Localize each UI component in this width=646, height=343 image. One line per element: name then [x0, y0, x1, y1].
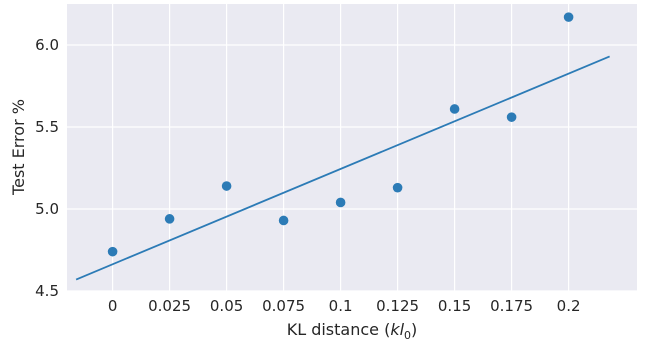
x-tick-labels: 0 0.025 0.05 0.075 0.1 0.125 0.15 0.175 0.2 [108, 297, 581, 315]
x-tick-label: 0.1 [329, 297, 353, 315]
grid-lines [67, 4, 637, 292]
y-tick-label: 5.0 [35, 200, 59, 218]
regression-line [75, 55, 610, 281]
y-tick-label: 6.0 [35, 36, 59, 54]
x-tick-label: 0.125 [376, 297, 419, 315]
data-point [221, 181, 232, 191]
y-axis-label: Test Error % [9, 99, 28, 196]
data-point [392, 182, 403, 193]
x-tick-label: 0.075 [262, 297, 305, 315]
x-tick-label: 0.2 [557, 297, 581, 315]
points-layer [107, 12, 574, 257]
x-tick-label: 0.175 [490, 297, 533, 315]
fit-line-layer [75, 55, 610, 281]
data-point [506, 112, 517, 122]
data-point [335, 197, 346, 208]
y-tick-label: 5.5 [35, 118, 59, 136]
x-axis-label: KL distance (kl0) [287, 320, 418, 342]
data-point [278, 215, 289, 226]
data-point [107, 246, 118, 257]
y-tick-labels: 4.5 5.0 5.5 6.0 [35, 36, 59, 300]
x-tick-label: 0.05 [210, 297, 243, 315]
data-point [563, 12, 574, 22]
x-tick-label: 0 [108, 297, 118, 315]
x-tick-label: 0.15 [438, 297, 471, 315]
y-tick-label: 4.5 [35, 282, 59, 300]
data-point [164, 214, 175, 224]
data-point [449, 104, 460, 114]
x-tick-label: 0.025 [148, 297, 191, 315]
